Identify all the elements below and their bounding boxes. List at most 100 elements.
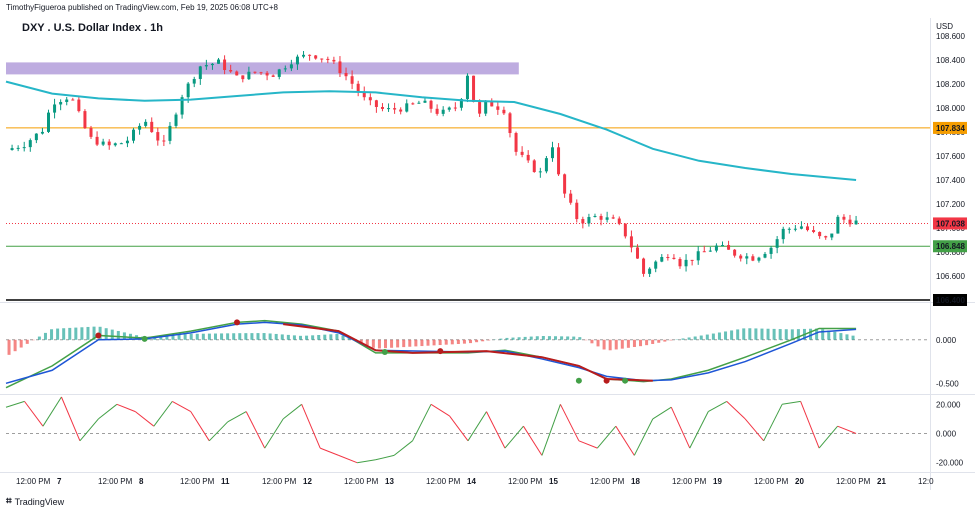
histogram-bar	[645, 339, 649, 346]
histogram-bar	[262, 333, 266, 340]
histogram-bar	[821, 329, 825, 340]
histogram-bar	[845, 334, 849, 340]
histogram-bar	[317, 334, 321, 340]
candle-body	[678, 259, 682, 267]
candle-body	[77, 99, 81, 112]
tradingview-logo-text: TradingView	[14, 496, 65, 507]
oscillator-line	[5, 319, 857, 389]
histogram-bar	[632, 339, 636, 347]
oscillator-tick-label: -0.500	[936, 379, 959, 388]
histogram-bar	[566, 336, 570, 340]
candle-body	[611, 217, 615, 219]
momentum-line-segment	[79, 418, 99, 442]
histogram-bar	[50, 329, 54, 340]
candle-body	[563, 174, 567, 194]
histogram-bar	[268, 333, 272, 340]
histogram-bar	[7, 339, 11, 355]
histogram-bar	[748, 328, 752, 340]
candle-body	[235, 71, 239, 76]
candle-body	[156, 132, 160, 141]
histogram-bar	[256, 333, 260, 340]
time-tick-label: 21	[877, 477, 886, 486]
histogram-bar	[408, 339, 412, 347]
candle-body	[289, 64, 293, 69]
histogram-bar	[766, 328, 770, 340]
candle-body	[259, 72, 263, 74]
momentum-line-segment	[412, 404, 432, 442]
candle-body	[71, 99, 75, 101]
histogram-bar	[693, 336, 697, 340]
candle-body	[125, 140, 129, 144]
candle-body	[393, 108, 397, 110]
candle-body	[733, 249, 737, 256]
histogram-bar	[851, 335, 855, 340]
histogram-bar	[56, 328, 60, 340]
tradingview-mark-icon: ⌗	[6, 496, 12, 507]
histogram-bar	[280, 334, 284, 340]
histogram-bar	[523, 336, 527, 340]
candle-body	[684, 259, 688, 267]
candle-body	[690, 259, 694, 261]
price-tick-label: 106.800	[936, 248, 965, 257]
histogram-bar	[286, 334, 290, 340]
candle-body	[635, 247, 639, 259]
candle-body	[763, 253, 767, 258]
candle-body	[283, 68, 287, 70]
candle-body	[714, 245, 718, 251]
candle-body	[344, 73, 348, 77]
histogram-bar	[809, 328, 813, 340]
histogram-bar	[547, 336, 551, 340]
time-tick-label: 19	[713, 477, 722, 486]
momentum-line-segment	[375, 454, 395, 461]
histogram-bar	[207, 333, 211, 340]
histogram-bar	[717, 332, 721, 340]
time-tick-label: 12:00 PM	[590, 477, 625, 486]
momentum-line-segment	[393, 440, 413, 456]
histogram-bar	[165, 335, 169, 340]
histogram-bar	[92, 326, 96, 340]
time-tick-label: 12:00 PM	[262, 477, 297, 486]
candle-body	[806, 226, 810, 231]
cross-signal-dot	[622, 377, 629, 384]
histogram-bar	[511, 337, 515, 340]
candle-body	[295, 56, 299, 65]
candle-body	[642, 258, 646, 274]
candle-body	[265, 72, 269, 76]
candle-body	[271, 75, 275, 77]
histogram-bar	[620, 339, 624, 349]
momentum-line-segment	[245, 411, 266, 449]
momentum-line-segment	[208, 421, 229, 442]
momentum-line-segment	[172, 400, 192, 413]
candle-body	[490, 100, 494, 107]
momentum-line-segment	[24, 401, 44, 427]
histogram-bar	[220, 333, 224, 340]
histogram-bar	[250, 333, 254, 340]
cross-signal-dot	[603, 377, 610, 384]
histogram-bar	[25, 339, 29, 344]
candle-body	[229, 70, 233, 72]
histogram-bar	[639, 339, 643, 347]
histogram-bar	[305, 335, 309, 340]
candle-body	[174, 114, 178, 126]
candle-body	[168, 125, 172, 141]
candle-body	[332, 59, 336, 62]
histogram-bar	[499, 338, 503, 340]
tradingview-logo[interactable]: ⌗ TradingView	[6, 496, 64, 507]
candle-body	[532, 160, 536, 173]
candle-body	[308, 54, 312, 56]
histogram-bar	[43, 332, 47, 340]
histogram-bar	[335, 333, 339, 340]
momentum-line-segment	[430, 403, 450, 417]
candle-body	[180, 97, 184, 115]
histogram-bar	[699, 335, 703, 340]
candle-body	[59, 101, 63, 105]
candle-body	[617, 218, 621, 224]
candle-body	[253, 71, 257, 73]
candle-body	[787, 228, 791, 230]
candle-body	[22, 147, 26, 149]
candle-body	[374, 100, 378, 107]
histogram-bar	[456, 339, 460, 344]
histogram-bar	[341, 335, 345, 340]
histogram-bar	[183, 334, 187, 340]
